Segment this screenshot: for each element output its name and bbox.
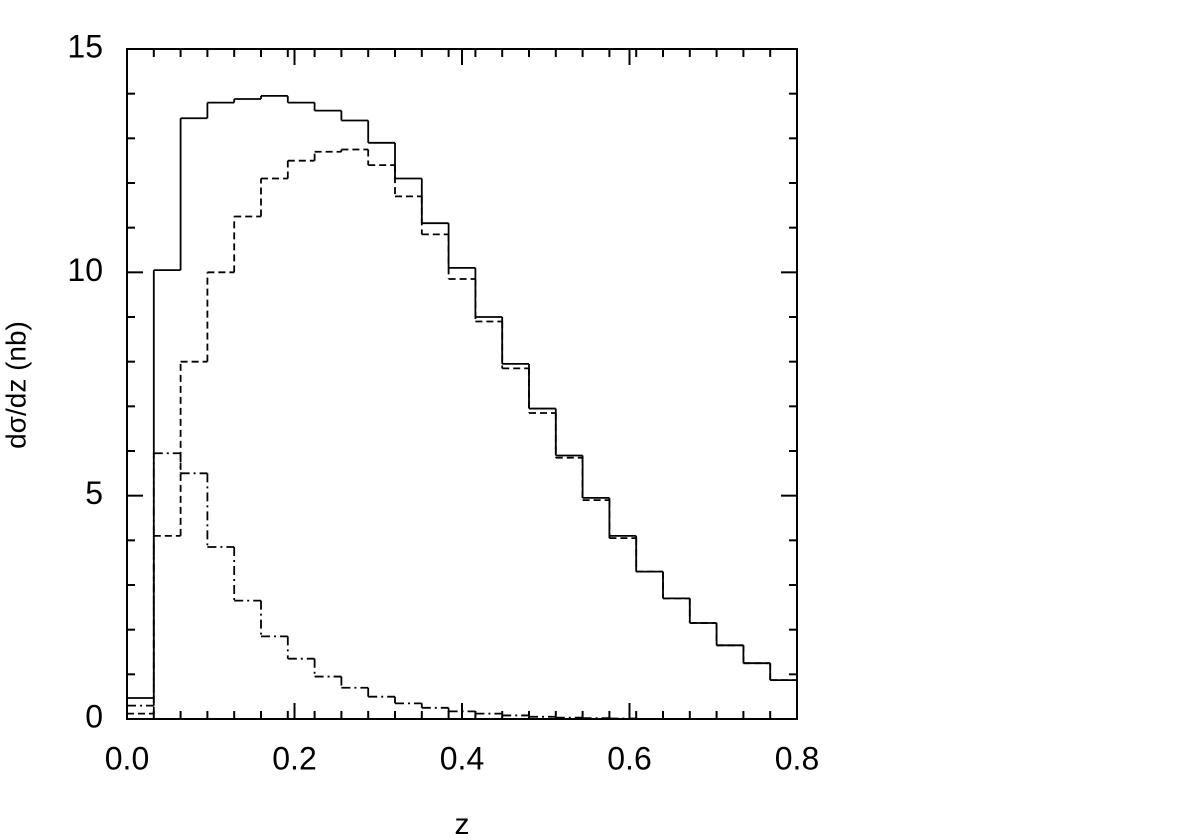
x-tick-label: 0.4 <box>440 740 484 776</box>
y-tick-label: 15 <box>67 28 103 64</box>
y-tick-label: 10 <box>67 252 103 288</box>
x-tick-label: 0.2 <box>272 740 316 776</box>
y-tick-label: 5 <box>85 475 103 511</box>
y-axis-label: dσ/dz (nb) <box>0 321 31 449</box>
x-tick-label: 0.6 <box>607 740 651 776</box>
x-axis-label: z <box>455 808 470 840</box>
y-tick-label: 0 <box>85 698 103 734</box>
x-tick-label: 0.0 <box>105 740 149 776</box>
plot-frame <box>126 48 798 720</box>
x-tick-label: 0.8 <box>775 740 819 776</box>
